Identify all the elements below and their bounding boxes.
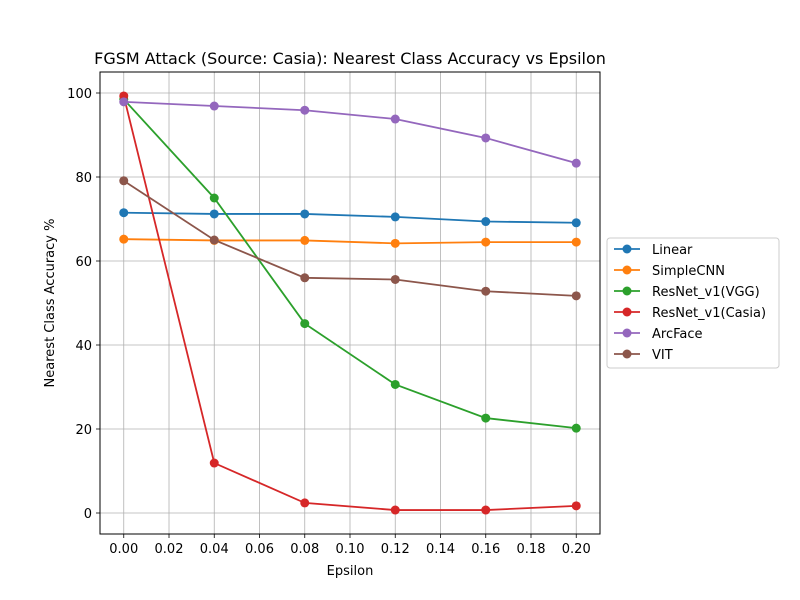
x-axis: 0.00 0.02 0.04 0.06 0.08 0.10 0.12 0.14 0.16 0.18… xyxy=(109,534,591,557)
x-tick-label: 0.06 xyxy=(245,542,274,557)
legend-item: Linear xyxy=(614,243,693,258)
data-point xyxy=(571,158,581,168)
series-line xyxy=(123,238,577,245)
data-point xyxy=(209,235,219,245)
series-line xyxy=(123,180,577,297)
x-tick-label: 0.20 xyxy=(562,542,591,557)
data-point xyxy=(119,208,129,218)
legend-label: ResNet_v1(VGG) xyxy=(652,285,760,300)
x-tick-label: 0.00 xyxy=(109,542,138,557)
series-vit xyxy=(119,176,581,301)
series-line xyxy=(123,100,577,165)
y-tick-label: 60 xyxy=(75,255,92,270)
x-tick-label: 0.14 xyxy=(426,542,455,557)
data-point xyxy=(300,235,310,245)
series-layer xyxy=(119,91,581,515)
data-point xyxy=(390,274,400,284)
series-simplecnn xyxy=(119,234,581,248)
legend-item: SimpleCNN xyxy=(614,264,725,279)
data-point xyxy=(300,319,310,329)
data-point xyxy=(481,133,491,143)
legend-label: VIT xyxy=(652,348,673,363)
y-tick-label: 0 xyxy=(84,507,92,522)
x-tick-label: 0.10 xyxy=(336,542,365,557)
legend-marker xyxy=(622,328,632,338)
y-axis: 0 20 40 60 80 100 xyxy=(67,87,100,522)
grid xyxy=(100,72,600,534)
x-tick-label: 0.02 xyxy=(155,542,184,557)
legend-label: SimpleCNN xyxy=(652,264,725,279)
data-point xyxy=(390,379,400,389)
series-resnet-v1-casia xyxy=(119,91,581,515)
legend-item: ResNet_v1(Casia) xyxy=(614,306,766,321)
data-point xyxy=(390,505,400,515)
y-tick-label: 40 xyxy=(75,339,92,354)
y-tick-label: 100 xyxy=(67,87,92,102)
series-line xyxy=(123,98,577,430)
data-point xyxy=(209,458,219,468)
legend-label: Linear xyxy=(652,243,693,258)
series-linear xyxy=(119,208,581,228)
data-point xyxy=(209,193,219,203)
data-point xyxy=(300,209,310,219)
data-point xyxy=(119,234,129,244)
x-tick-label: 0.16 xyxy=(471,542,500,557)
series-resnet-v1-vgg xyxy=(119,94,581,433)
legend-marker xyxy=(622,244,632,254)
legend-marker xyxy=(622,286,632,296)
data-point xyxy=(300,105,310,115)
data-point xyxy=(571,218,581,228)
x-tick-label: 0.04 xyxy=(200,542,229,557)
data-point xyxy=(571,501,581,511)
data-point xyxy=(571,423,581,433)
chart-title: FGSM Attack (Source: Casia): Nearest Cla… xyxy=(94,49,606,68)
data-point xyxy=(390,212,400,222)
legend-item: VIT xyxy=(614,348,673,363)
data-point xyxy=(481,237,491,247)
legend-label: ArcFace xyxy=(652,327,703,342)
data-point xyxy=(390,114,400,124)
legend-item: ArcFace xyxy=(614,327,703,342)
data-point xyxy=(571,237,581,247)
data-point xyxy=(571,291,581,301)
data-point xyxy=(209,209,219,219)
x-tick-label: 0.18 xyxy=(517,542,546,557)
y-tick-label: 20 xyxy=(75,423,92,438)
legend-box xyxy=(606,237,780,369)
legend-item: ResNet_v1(VGG) xyxy=(614,285,760,300)
series-line xyxy=(122,95,577,511)
data-point xyxy=(119,97,129,107)
data-point xyxy=(209,101,219,111)
x-axis-label: Epsilon xyxy=(327,564,374,579)
data-point xyxy=(390,238,400,248)
y-tick-label: 80 xyxy=(75,171,92,186)
data-point xyxy=(481,413,491,423)
series-line xyxy=(123,211,577,224)
x-tick-label: 0.08 xyxy=(290,542,319,557)
data-point xyxy=(481,286,491,296)
legend-marker xyxy=(622,349,632,359)
legend-marker xyxy=(622,307,632,317)
x-tick-label: 0.12 xyxy=(381,542,410,557)
legend-label: ResNet_v1(Casia) xyxy=(652,306,766,321)
data-point xyxy=(119,176,129,186)
series-arcface xyxy=(119,97,581,168)
data-point xyxy=(300,498,310,508)
data-point xyxy=(300,273,310,283)
data-point xyxy=(481,217,491,227)
legend: Linear SimpleCNN ResNet_v1(VGG) ResNet_v1(C… xyxy=(606,237,780,369)
legend-marker xyxy=(622,265,632,275)
y-axis-label: Nearest Class Accuracy % xyxy=(43,219,58,388)
data-point xyxy=(481,505,491,515)
